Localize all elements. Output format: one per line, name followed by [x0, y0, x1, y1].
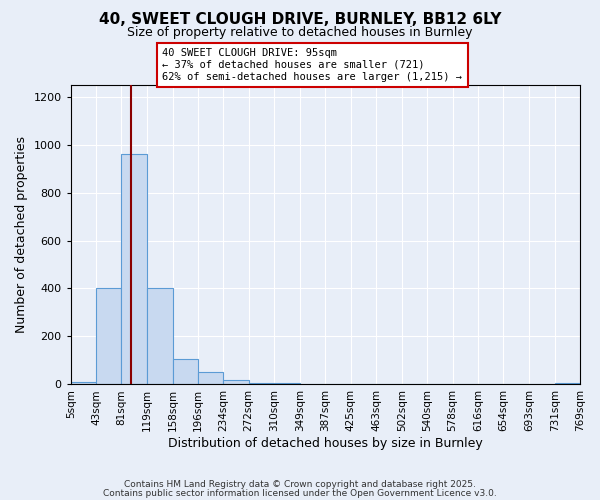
Bar	[198, 372, 223, 384]
Text: Contains public sector information licensed under the Open Government Licence v3: Contains public sector information licen…	[103, 488, 497, 498]
Bar	[274, 382, 300, 384]
Bar	[147, 288, 173, 384]
Text: 40 SWEET CLOUGH DRIVE: 95sqm
← 37% of detached houses are smaller (721)
62% of s: 40 SWEET CLOUGH DRIVE: 95sqm ← 37% of de…	[163, 48, 463, 82]
Text: Contains HM Land Registry data © Crown copyright and database right 2025.: Contains HM Land Registry data © Crown c…	[124, 480, 476, 489]
Text: 40, SWEET CLOUGH DRIVE, BURNLEY, BB12 6LY: 40, SWEET CLOUGH DRIVE, BURNLEY, BB12 6L…	[99, 12, 501, 28]
Bar	[96, 288, 121, 384]
Y-axis label: Number of detached properties: Number of detached properties	[15, 136, 28, 333]
Text: Size of property relative to detached houses in Burnley: Size of property relative to detached ho…	[127, 26, 473, 39]
X-axis label: Distribution of detached houses by size in Burnley: Distribution of detached houses by size …	[168, 437, 483, 450]
Bar	[71, 382, 96, 384]
Bar	[173, 360, 198, 384]
Bar	[121, 154, 147, 384]
Bar	[223, 380, 248, 384]
